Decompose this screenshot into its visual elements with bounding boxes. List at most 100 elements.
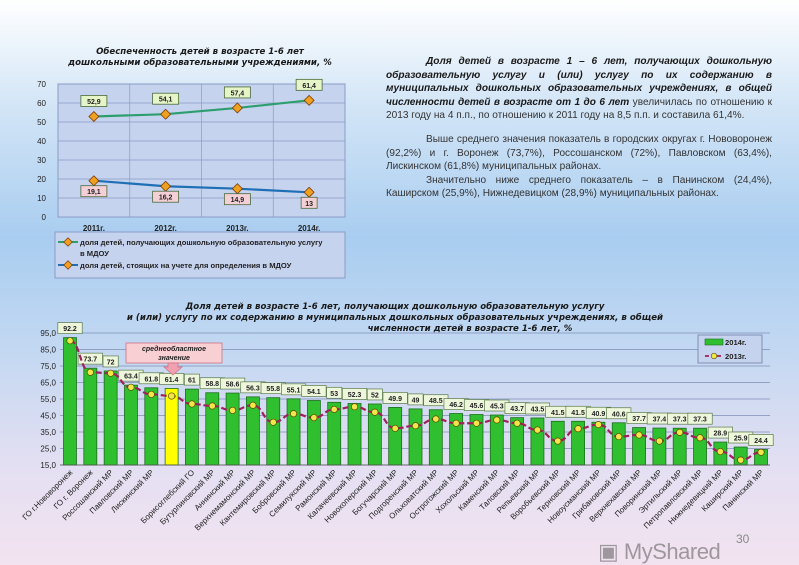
y-tick-label: 35,0: [40, 428, 56, 437]
data-point-marker: [231, 183, 243, 195]
data-label: 28.9: [714, 431, 728, 438]
data-label-box: [102, 355, 119, 368]
data-point-2013: [168, 392, 176, 400]
data-label-box: [687, 412, 713, 425]
data-label: 13: [305, 201, 313, 208]
legend-marker: [710, 352, 718, 360]
data-point-2013: [208, 402, 216, 410]
data-point-marker: [231, 102, 243, 114]
data-point-2013: [330, 405, 338, 413]
legend-label: доля детей, получающих дошкольную образо…: [80, 238, 323, 247]
data-label-box: [382, 392, 408, 404]
data-point-marker: [303, 186, 315, 198]
x-tick-label: 2014г.: [298, 224, 321, 233]
data-label: 57,4: [231, 90, 245, 97]
series-line: [93, 99, 310, 118]
bar: [591, 421, 606, 466]
data-label: 41.5: [551, 410, 565, 417]
data-point-2013: [411, 422, 420, 430]
data-point-2013: [513, 419, 521, 427]
data-point-marker: [303, 94, 315, 106]
data-point-2013: [432, 415, 440, 423]
data-label: 37.3: [673, 417, 687, 424]
data-point-2013: [757, 448, 765, 456]
data-label: 14,9: [231, 197, 245, 204]
data-point-marker: [88, 175, 100, 187]
y-tick-label: 0: [42, 213, 47, 222]
data-label: 53: [330, 391, 338, 398]
data-point-2013: [66, 337, 74, 345]
data-label: 72: [107, 359, 115, 366]
data-label: 54.1: [307, 389, 321, 396]
data-label: 52: [371, 392, 379, 399]
data-label: 37.4: [653, 417, 667, 424]
data-point-2013: [737, 456, 745, 464]
data-label: 61,4: [302, 83, 316, 90]
data-label: 40.9: [592, 411, 606, 418]
bar: [103, 370, 118, 466]
bar: [225, 392, 240, 466]
data-point-2013: [574, 425, 582, 433]
legend-label: 2013г.: [725, 352, 746, 361]
legend: [54, 231, 346, 279]
data-label: 61.8: [144, 376, 158, 383]
data-label: 46.2: [449, 402, 463, 409]
data-label: 48.5: [429, 398, 443, 405]
watermark-icon: ▣: [598, 539, 619, 564]
data-label: 45.3: [490, 404, 504, 411]
data-point-2013: [635, 431, 643, 439]
data-point-2013: [391, 424, 399, 432]
annotation-arrow-icon: [163, 362, 183, 376]
data-point-2013: [107, 369, 115, 377]
bar: [286, 398, 301, 466]
bar: [693, 427, 707, 466]
y-tick-label: 10: [37, 194, 46, 203]
data-point-2013: [371, 408, 379, 416]
data-point-marker: [160, 108, 172, 120]
data-label: 45.6: [470, 403, 484, 410]
data-point-2013: [452, 419, 460, 427]
page-number: 30: [736, 532, 750, 546]
data-point-2013: [269, 418, 277, 426]
y-tick-label: 15,0: [40, 461, 56, 470]
watermark-text: MyShared: [623, 539, 721, 564]
data-label-box: [183, 373, 200, 386]
annotation-text: среднеобластное: [142, 345, 206, 353]
bar: [347, 403, 362, 466]
bar: [144, 387, 159, 466]
above-average-text: Выше среднего значения показатель в горо…: [386, 133, 772, 173]
data-point-2013: [127, 383, 135, 391]
x-tick-label: 2013г.: [226, 224, 249, 233]
data-label: 63.4: [124, 374, 138, 381]
data-label: 54,1: [159, 97, 173, 104]
data-label: 25.9: [734, 436, 748, 443]
y-tick-label: 65,0: [40, 379, 56, 388]
data-label-box: [295, 78, 323, 91]
summary-text: Доля детей в возрасте 1 – 6 лет, получаю…: [386, 55, 772, 201]
y-tick-label: 40: [37, 137, 46, 146]
summary-rest: увеличилась по отношению к 2013 году на …: [386, 96, 773, 122]
data-label: 58.8: [205, 381, 219, 388]
bar: [611, 422, 626, 466]
y-tick-label: 50: [37, 118, 46, 127]
bar: [652, 427, 667, 466]
data-label: 43.7: [510, 406, 524, 413]
data-point-2013: [655, 437, 663, 445]
chart-title: численности детей в возрасте 1-6 лет, %: [368, 324, 573, 334]
data-label-box: [326, 386, 343, 399]
data-label: 43.5: [531, 406, 545, 413]
data-label: 73.7: [84, 357, 98, 364]
watermark-logo: ▣ MyShared: [598, 539, 721, 564]
x-tick-label: 2011г.: [83, 224, 105, 233]
y-tick-label: 45,0: [40, 412, 56, 421]
data-label-box: [57, 322, 83, 334]
data-label-box: [748, 434, 774, 446]
data-label-box: [223, 86, 251, 99]
data-label-box: [341, 388, 368, 400]
data-point-2013: [188, 400, 196, 408]
data-point-2013: [554, 437, 562, 445]
data-label: 56.3: [246, 385, 260, 392]
legend-marker: [63, 237, 73, 247]
